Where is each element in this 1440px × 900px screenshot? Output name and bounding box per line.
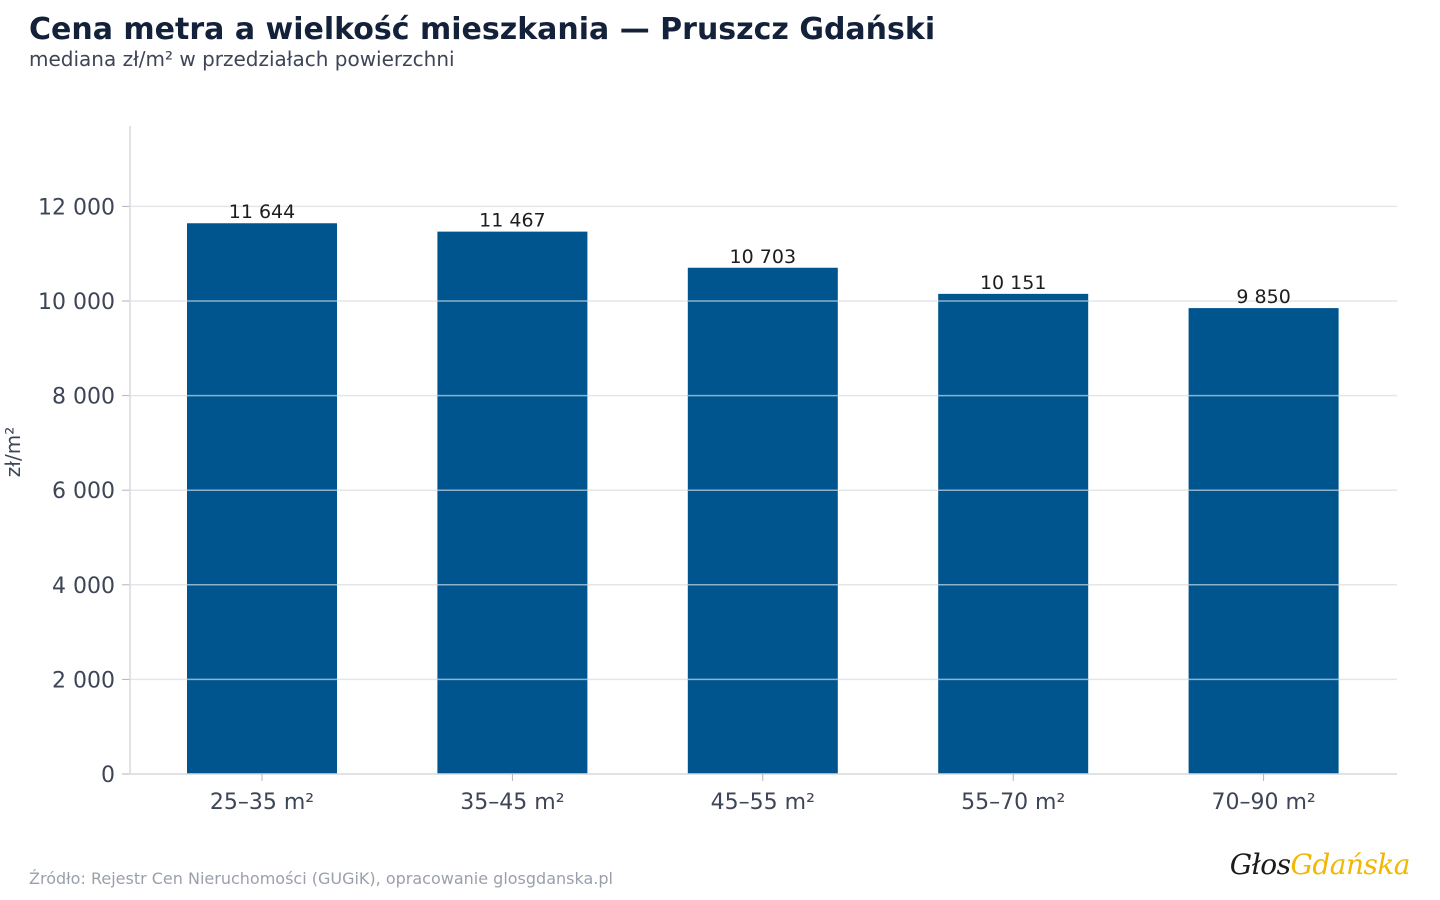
x-tick-label: 35–45 m² (460, 790, 564, 815)
chart-subtitle: mediana zł/m² w przedziałach powierzchni (29, 47, 455, 71)
axes (122, 126, 1397, 781)
bar (1188, 308, 1339, 774)
y-tick-label: 0 (101, 763, 115, 788)
source-note: Źródło: Rejestr Cen Nieruchomości (GUGiK… (29, 869, 613, 888)
brand-logo-part2: Gdańska (1290, 848, 1410, 881)
bar-value-label: 10 151 (980, 272, 1046, 294)
chart-title: Cena metra a wielkość mieszkania — Prusz… (29, 12, 936, 47)
brand-logo-part1: Głos (1229, 848, 1291, 881)
bar-value-label: 11 467 (479, 210, 545, 232)
bar-value-label: 10 703 (730, 246, 796, 268)
bar-value-label: 11 644 (229, 201, 295, 223)
labels: 0 2 000 4 000 6 000 8 000 10 000 12 000 11 644 2… (38, 195, 1316, 815)
bar (687, 267, 838, 774)
y-axis-label: zł/m² (1, 427, 25, 477)
bars (187, 223, 1339, 774)
y-tick-label: 4 000 (52, 574, 115, 599)
x-tick-label: 70–90 m² (1211, 790, 1315, 815)
y-tick-label: 10 000 (38, 290, 115, 315)
brand-logo: GłosGdańska (1229, 848, 1411, 881)
y-tick-label: 2 000 (52, 668, 115, 693)
bar-value-label: 9 850 (1236, 286, 1290, 308)
y-tick-label: 8 000 (52, 385, 115, 410)
bar (938, 293, 1089, 774)
x-tick-label: 45–55 m² (711, 790, 815, 815)
y-tick-label: 6 000 (52, 479, 115, 504)
bar (187, 223, 337, 774)
y-tick-label: 12 000 (38, 195, 115, 220)
bar (437, 231, 588, 774)
x-tick-label: 25–35 m² (210, 790, 314, 815)
x-tick-label: 55–70 m² (961, 790, 1065, 815)
